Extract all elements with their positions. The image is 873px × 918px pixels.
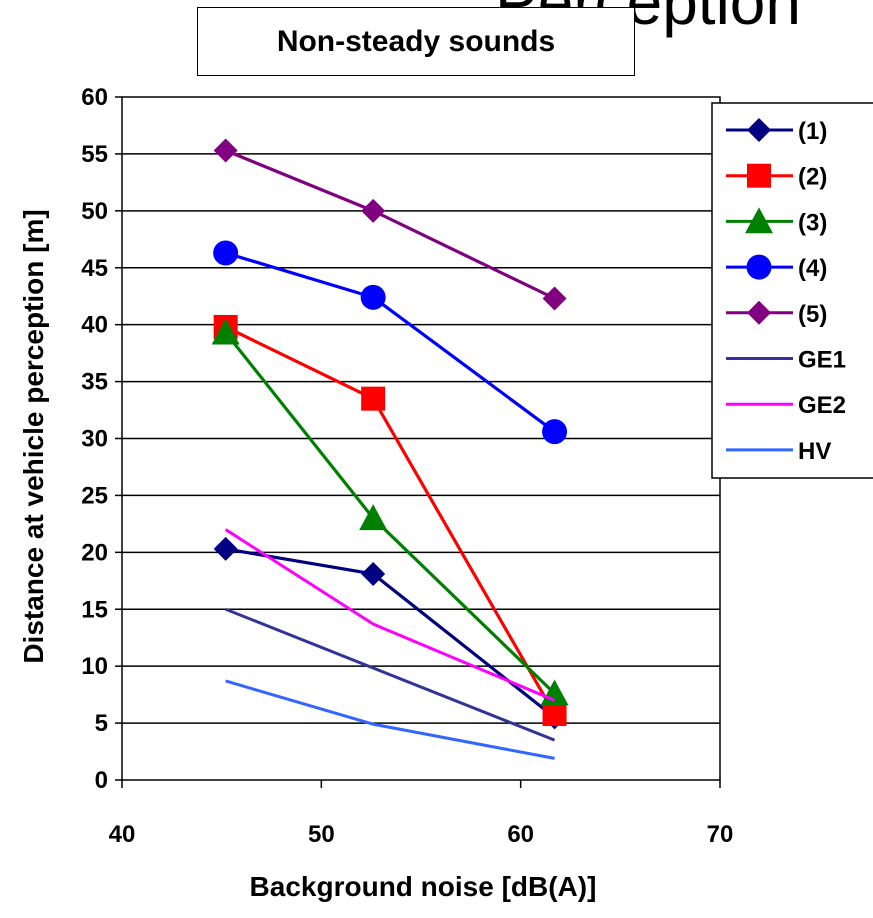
- series-2: [214, 315, 567, 726]
- y-tick-label: 60: [81, 84, 108, 111]
- data-point: [542, 419, 567, 444]
- data-point: [214, 139, 238, 163]
- series-line: [226, 327, 555, 714]
- y-tick-label: 10: [81, 653, 108, 680]
- chart-title-box: Non-steady sounds: [197, 7, 635, 76]
- x-axis-label: Background noise [dB(A)]: [250, 871, 597, 902]
- x-tick-label: 40: [109, 821, 136, 848]
- data-point: [543, 286, 567, 310]
- y-tick-label: 55: [81, 141, 108, 168]
- series-line: [226, 151, 555, 299]
- y-tick-label: 20: [81, 539, 108, 566]
- legend-label: (3): [798, 209, 827, 236]
- x-tick-label: 50: [308, 821, 335, 848]
- x-tick-label: 70: [707, 821, 734, 848]
- legend-label: HV: [798, 438, 831, 465]
- y-tick-label: 5: [95, 710, 108, 737]
- legend-marker: [747, 164, 771, 188]
- y-tick-label: 30: [81, 426, 108, 453]
- series-1: [214, 537, 567, 729]
- legend-label: (5): [798, 301, 827, 328]
- series-line: [226, 549, 555, 717]
- legend-label: (4): [798, 255, 827, 282]
- series-line: [226, 253, 555, 432]
- data-point: [361, 199, 385, 223]
- data-point: [361, 285, 386, 310]
- y-tick-label: 0: [95, 767, 108, 794]
- legend-box: [712, 103, 873, 478]
- tick-layer: 0 5 10 15 20 25 30 35 40 45 50 55 60 40 50 60 70: [81, 84, 733, 848]
- data-point: [213, 240, 238, 265]
- chart-title: Non-steady sounds: [277, 25, 555, 59]
- data-point: [214, 537, 238, 561]
- legend-label: GE1: [798, 347, 846, 374]
- y-tick-label: 40: [81, 312, 108, 339]
- y-tick-label: 15: [81, 596, 108, 623]
- x-tick-label: 60: [507, 821, 534, 848]
- legend-label: (1): [798, 118, 827, 145]
- data-point: [543, 702, 567, 726]
- legend-marker: [747, 255, 772, 280]
- y-tick-label: 25: [81, 482, 108, 509]
- legend: (1) (2) (3) (4) (5) GE1 GE2 HV: [712, 103, 873, 478]
- series-layer: [212, 139, 569, 759]
- y-tick-label: 45: [81, 255, 108, 282]
- series-4: [213, 240, 567, 444]
- y-axis-label: Distance at vehicle perception [m]: [18, 209, 49, 663]
- y-tick-label: 35: [81, 369, 108, 396]
- grid-layer: [122, 154, 720, 723]
- series-5: [214, 139, 567, 311]
- legend-label: GE2: [798, 392, 846, 419]
- y-tick-label: 50: [81, 198, 108, 225]
- legend-label: (2): [798, 164, 827, 191]
- data-point: [361, 387, 385, 411]
- series-line: [226, 333, 555, 694]
